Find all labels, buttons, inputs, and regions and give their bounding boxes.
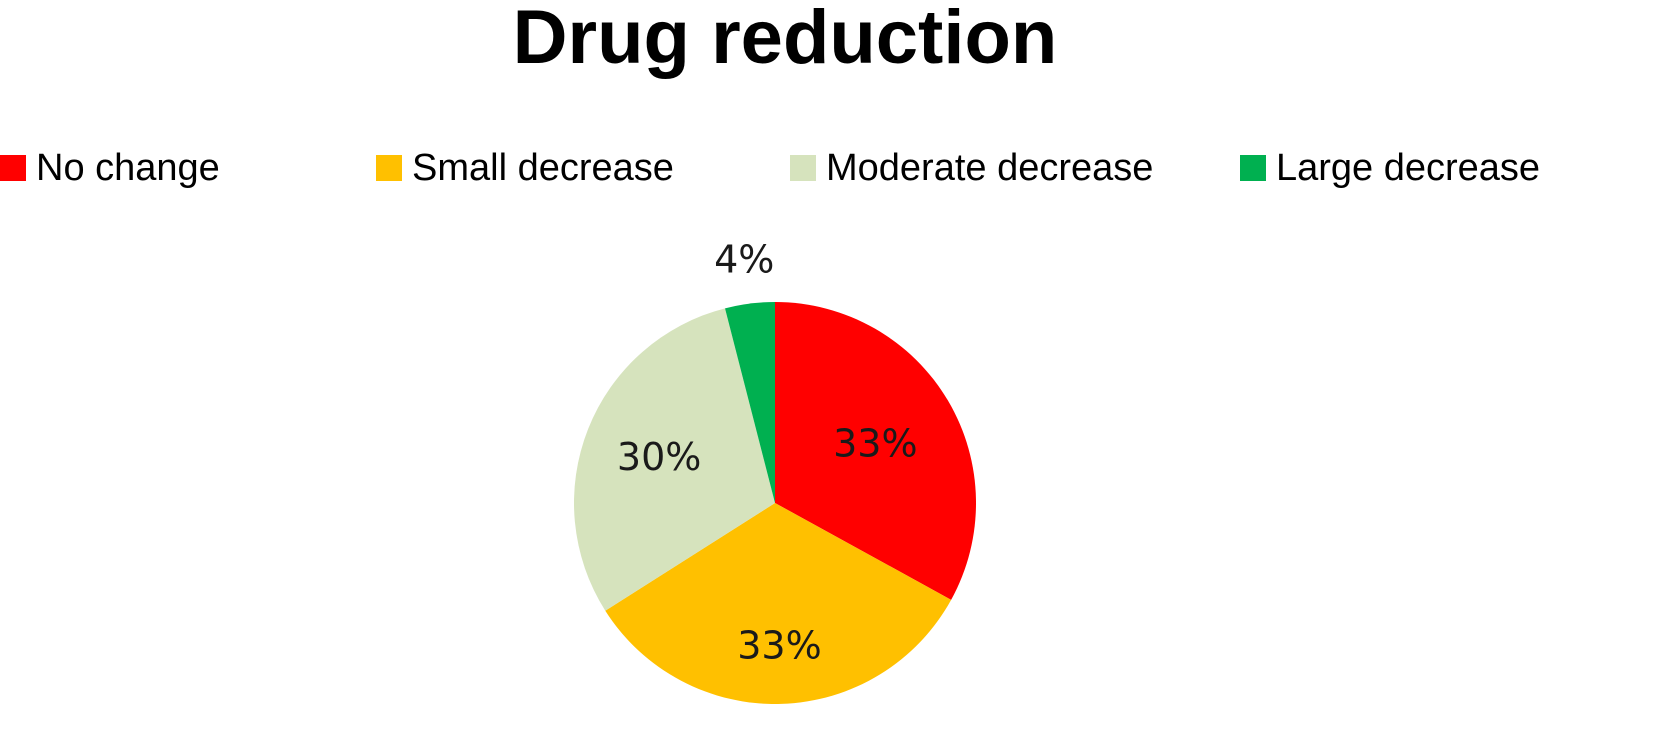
- legend-swatch-moderate-decrease: [790, 155, 816, 181]
- chart-title: Drug reduction: [512, 0, 1058, 80]
- pie-slice-large-decrease: [725, 302, 775, 503]
- legend-swatch-no-change: [0, 155, 26, 181]
- legend-item-large-decrease: Large decrease: [1240, 148, 1540, 188]
- legend-label-large-decrease: Large decrease: [1276, 147, 1541, 189]
- pie-slice-small-decrease: [605, 503, 952, 704]
- legend-label-moderate-decrease: Moderate decrease: [826, 147, 1154, 189]
- pie-slices: [574, 302, 976, 704]
- pie-slice-no-change: [775, 302, 976, 600]
- pie-labels: 33% 33% 30% 4%: [617, 238, 918, 668]
- legend-item-no-change: No change: [0, 148, 220, 188]
- pie-label-small-decrease: 33%: [737, 624, 821, 668]
- legend-label-small-decrease: Small decrease: [412, 147, 674, 189]
- legend-label-no-change: No change: [36, 147, 220, 189]
- pie-label-moderate-decrease: 30%: [617, 435, 701, 479]
- legend-swatch-small-decrease: [376, 155, 402, 181]
- pie-slice-moderate-decrease: [574, 308, 775, 611]
- legend-item-moderate-decrease: Moderate decrease: [790, 148, 1153, 188]
- pie-label-no-change: 33%: [833, 422, 917, 466]
- pie-label-large-decrease: 4%: [714, 238, 774, 282]
- legend-item-small-decrease: Small decrease: [376, 148, 674, 188]
- legend-swatch-large-decrease: [1240, 155, 1266, 181]
